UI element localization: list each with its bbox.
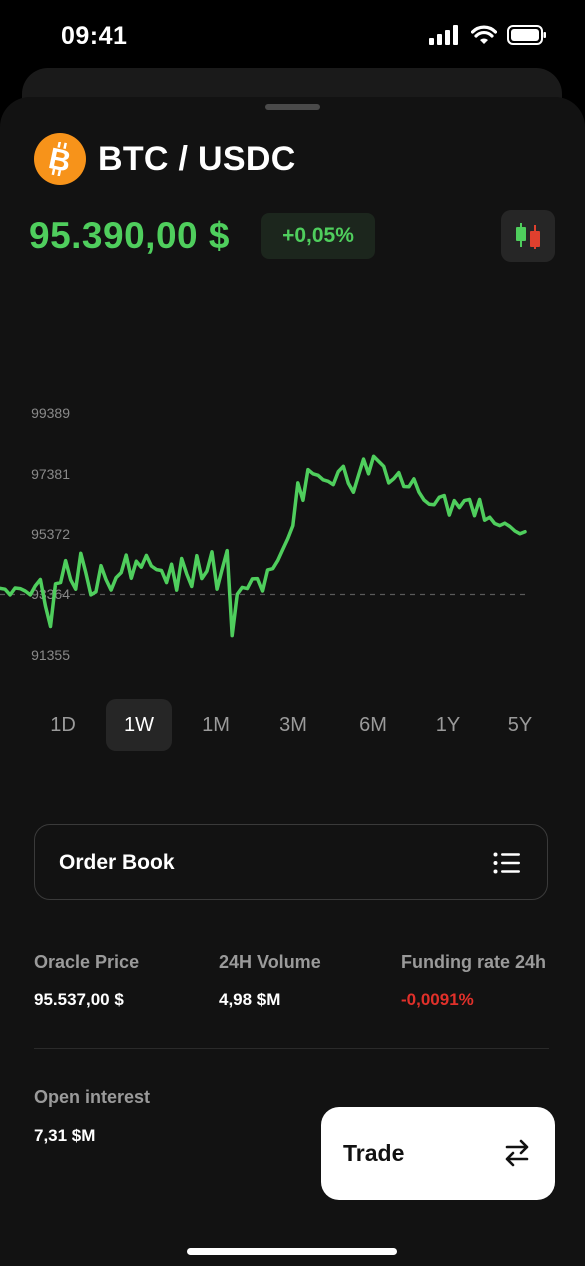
- funding-rate-label: Funding rate 24h: [401, 952, 547, 972]
- oracle-price-value: 95.537,00 $: [34, 990, 124, 1009]
- trade-button[interactable]: Trade: [321, 1107, 555, 1200]
- price-chart: 99389 97381 95372 93364 91355: [0, 405, 527, 663]
- timeframe-1m[interactable]: 1M: [202, 713, 230, 736]
- cellular-signal-icon: [429, 25, 458, 45]
- battery-icon: [507, 25, 546, 45]
- y-tick-label: 97381: [31, 466, 70, 482]
- y-tick-label: 91355: [31, 647, 70, 663]
- pair-title: BTC / USDC: [98, 139, 296, 178]
- volume-24h-value: 4,98 $M: [219, 990, 281, 1009]
- wifi-icon: [471, 25, 497, 44]
- status-icons: [429, 25, 547, 45]
- timeframe-selector: 1D 1W 1M 3M 6M 1Y 5Y: [24, 699, 561, 751]
- swap-arrows-icon: [505, 1139, 529, 1167]
- candlestick-icon: [516, 223, 540, 249]
- timeframe-1w[interactable]: 1W: [106, 699, 172, 751]
- y-tick-label: 99389: [31, 405, 70, 421]
- price-series-line: [0, 454, 527, 638]
- timeframe-5y[interactable]: 5Y: [507, 713, 533, 736]
- current-price: 95.390,00 $: [29, 215, 230, 256]
- pair-header: B BTC / USDC: [34, 133, 296, 185]
- sheet-grabber[interactable]: [265, 104, 320, 110]
- market-sheet: B BTC / USDC 95.390,00 $ +0,05% 99389 97…: [0, 97, 585, 1266]
- oracle-price-label: Oracle Price: [34, 952, 140, 972]
- timeframe-1d[interactable]: 1D: [50, 713, 76, 736]
- bitcoin-icon: B: [34, 133, 86, 185]
- open-interest-label: Open interest: [34, 1087, 151, 1107]
- funding-rate-value: -0,0091%: [401, 990, 474, 1009]
- open-interest-value: 7,31 $M: [34, 1126, 96, 1145]
- status-time: 09:41: [61, 22, 128, 50]
- trade-button-label: Trade: [343, 1140, 405, 1166]
- volume-24h-label: 24H Volume: [219, 952, 321, 972]
- price-change-badge: +0,05%: [261, 213, 375, 259]
- timeframe-6m[interactable]: 6M: [359, 713, 387, 736]
- status-bar: 09:41: [0, 0, 585, 70]
- home-indicator: [187, 1248, 397, 1255]
- list-icon: [493, 852, 520, 874]
- order-book-label: Order Book: [59, 851, 175, 874]
- y-tick-label: 95372: [31, 526, 70, 542]
- timeframe-3m[interactable]: 3M: [279, 713, 307, 736]
- timeframe-1y[interactable]: 1Y: [435, 713, 461, 736]
- stats-divider: [34, 1048, 549, 1049]
- order-book-button[interactable]: Order Book: [34, 824, 548, 900]
- candlestick-chart-button[interactable]: [501, 210, 555, 262]
